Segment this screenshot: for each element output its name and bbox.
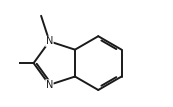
Text: N: N [46, 80, 53, 90]
Text: N: N [46, 36, 53, 46]
